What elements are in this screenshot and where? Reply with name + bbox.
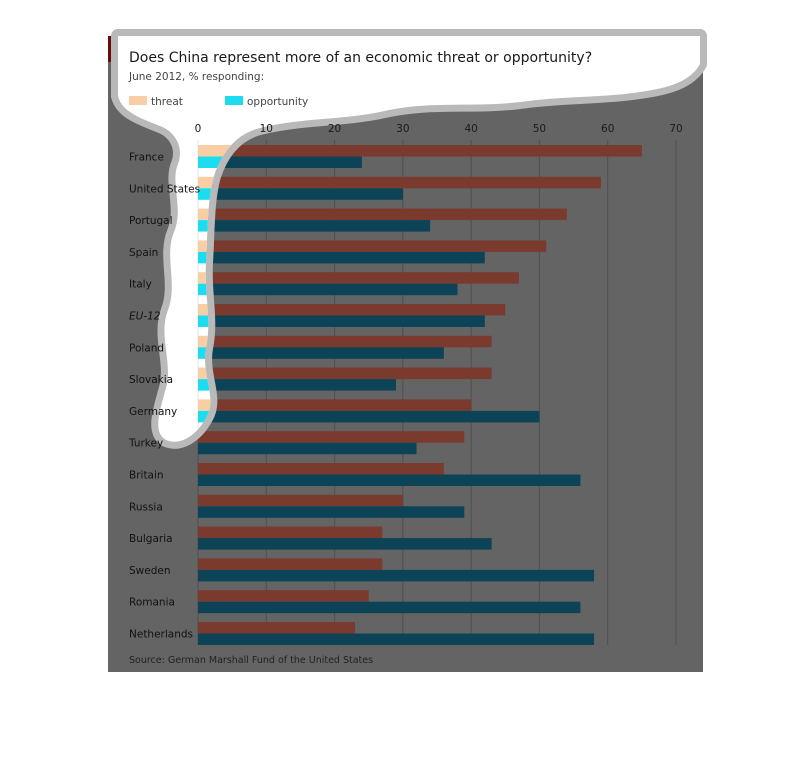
x-tick-label: 50 [533,123,546,135]
category-label: Portugal [129,215,173,227]
bar-opportunity [198,410,540,423]
category-label: Romania [129,597,175,609]
bar-opportunity [198,474,581,486]
category-label: France [129,152,164,164]
bar-opportunity [198,251,485,264]
bar-opportunity [198,283,458,296]
bar-threat [198,526,383,539]
bar-opportunity [198,347,444,359]
bar-opportunity [198,442,417,455]
bar-opportunity [198,633,595,645]
category-label: Italy [129,279,152,291]
bar-opportunity [198,379,397,391]
bar-threat [198,272,519,284]
bar-threat [198,367,492,380]
category-label: Sweden [129,565,171,577]
bar-threat [198,145,642,157]
legend-swatch-opportunity [225,96,243,105]
x-tick-label: 10 [260,123,273,135]
bar-threat [198,176,601,189]
chart-title: Does China represent more of an economic… [129,50,592,66]
x-tick-label: 20 [328,123,341,135]
bar-opportunity [198,188,403,200]
bar-opportunity [198,601,581,614]
bar-threat [198,399,472,411]
bar-threat [198,431,465,443]
category-label: Slovakia [129,374,173,386]
category-label: Netherlands [129,629,193,641]
bar-opportunity [198,315,485,327]
chart-subtitle: June 2012, % responding: [128,71,264,83]
bar-opportunity [198,156,362,168]
x-tick-label: 40 [464,123,477,135]
x-tick-label: 30 [396,123,409,135]
category-label: Poland [129,342,164,354]
legend-label-opportunity: opportunity [247,96,308,108]
bar-threat [198,494,403,507]
category-label: Britain [129,470,164,482]
category-labels: France United States Portugal Spain Italy EU-… [128,152,200,641]
bar-threat [198,622,356,634]
source-note: Source: German Marshall Fund of the Unit… [129,655,373,666]
category-label: Spain [129,247,158,259]
bar-threat [198,208,567,221]
bar-opportunity [198,569,595,582]
category-label: Germany [129,406,177,418]
bars-layer [198,145,642,645]
legend: threat opportunity [129,96,308,108]
category-label: Bulgaria [129,533,173,545]
category-label: United States [129,183,200,195]
legend-swatch-threat [129,96,147,105]
x-axis-ticks: 0 10 20 30 40 50 60 70 [195,123,683,135]
category-label: EU-12 [129,311,161,323]
bar-threat [198,240,547,252]
category-label: Russia [129,501,163,513]
x-tick-label: 60 [601,123,614,135]
bar-opportunity [198,220,431,232]
x-tick-label: 0 [195,123,202,135]
bar-threat [198,558,383,570]
legend-label-threat: threat [151,96,183,108]
bar-opportunity [198,538,492,550]
category-label: Turkey [128,438,163,450]
bar-opportunity [198,506,465,518]
x-tick-label: 70 [669,123,682,135]
bar-threat [198,463,444,475]
bar-threat [198,304,506,316]
bar-threat [198,335,492,348]
bar-threat [198,590,369,602]
